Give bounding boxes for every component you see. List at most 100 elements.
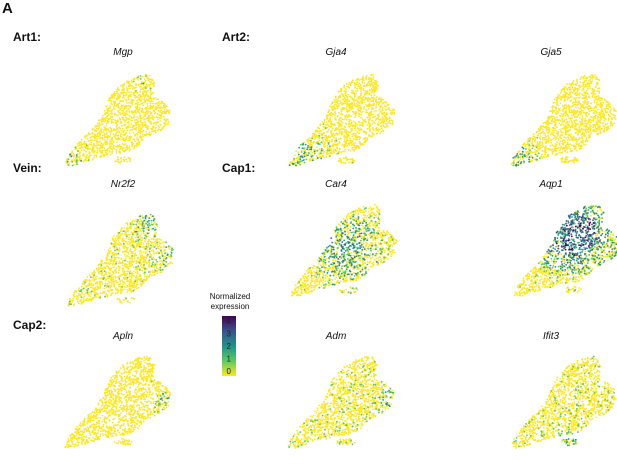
cell-point bbox=[124, 156, 126, 158]
cell-point bbox=[368, 77, 370, 79]
cell-point bbox=[130, 290, 132, 292]
cell-point bbox=[113, 130, 115, 132]
cell-point-expressing bbox=[320, 158, 322, 160]
cell-point bbox=[596, 133, 598, 135]
cell-point bbox=[382, 116, 384, 118]
cell-point bbox=[80, 141, 82, 143]
cell-point bbox=[365, 91, 367, 93]
cell-point bbox=[339, 151, 341, 153]
cell-point-expressing bbox=[76, 160, 78, 162]
cell-point bbox=[566, 159, 568, 161]
cell-point bbox=[111, 122, 113, 124]
cell-point bbox=[360, 102, 362, 104]
cell-point bbox=[117, 156, 119, 158]
cell-point bbox=[158, 241, 160, 243]
cell-point bbox=[129, 302, 131, 304]
cell-point bbox=[582, 88, 584, 90]
cell-point-expressing bbox=[86, 144, 88, 146]
cell-point bbox=[116, 122, 118, 124]
cell-point bbox=[370, 74, 372, 76]
cell-point bbox=[140, 120, 142, 122]
gene-label-adm: Adm bbox=[296, 331, 376, 342]
cell-point bbox=[548, 126, 550, 128]
cell-point bbox=[116, 89, 118, 91]
cell-point bbox=[343, 102, 345, 104]
cell-point bbox=[323, 151, 325, 153]
cell-point bbox=[169, 110, 171, 112]
cell-point bbox=[553, 121, 555, 123]
cell-point bbox=[92, 158, 94, 160]
cell-point bbox=[121, 104, 123, 106]
cell-point bbox=[596, 82, 598, 84]
cell-point bbox=[366, 117, 368, 119]
cell-point-expressing bbox=[300, 160, 302, 162]
cell-point bbox=[562, 110, 564, 112]
cell-point bbox=[333, 148, 335, 150]
cell-point bbox=[341, 144, 343, 146]
cell-point bbox=[114, 97, 116, 99]
cell-point bbox=[553, 137, 555, 139]
cell-point bbox=[563, 126, 565, 128]
cell-point bbox=[328, 114, 330, 116]
cell-point bbox=[88, 144, 90, 146]
cell-point bbox=[110, 145, 112, 147]
cell-point bbox=[578, 143, 580, 145]
cell-point bbox=[79, 158, 81, 160]
cell-point bbox=[570, 120, 572, 122]
cell-point bbox=[130, 94, 132, 96]
cell-point bbox=[101, 274, 103, 276]
cell-point bbox=[132, 125, 134, 127]
cell-point bbox=[140, 127, 142, 129]
cell-point bbox=[119, 261, 121, 263]
cell-point bbox=[353, 82, 355, 84]
cell-point bbox=[96, 152, 98, 154]
cell-point bbox=[585, 126, 587, 128]
cell-point bbox=[609, 111, 611, 113]
cell-point bbox=[562, 135, 564, 137]
cell-point bbox=[326, 121, 328, 123]
cell-point bbox=[568, 144, 570, 146]
cell-point bbox=[151, 241, 153, 243]
cell-point bbox=[588, 97, 590, 99]
cell-point-expressing bbox=[512, 165, 514, 167]
cell-point bbox=[90, 139, 92, 141]
cell-point bbox=[148, 108, 150, 110]
cell-point bbox=[573, 109, 575, 111]
cell-point bbox=[96, 127, 98, 129]
cell-point bbox=[114, 91, 116, 93]
cell-point bbox=[129, 244, 131, 246]
cell-point bbox=[105, 279, 107, 281]
cell-point bbox=[110, 133, 112, 135]
cell-point bbox=[544, 154, 546, 156]
cell-point bbox=[598, 129, 600, 131]
cell-point bbox=[578, 137, 580, 139]
cell-point bbox=[342, 122, 344, 124]
cell-point bbox=[537, 135, 539, 137]
cell-point bbox=[575, 106, 577, 108]
cell-point bbox=[115, 146, 117, 148]
cell-point bbox=[354, 128, 356, 130]
cell-point bbox=[595, 77, 597, 79]
cell-point bbox=[378, 122, 380, 124]
cell-point bbox=[596, 96, 598, 98]
gene-label-ifit3: Ifit3 bbox=[511, 331, 591, 342]
cell-point bbox=[136, 146, 138, 148]
cell-point bbox=[527, 138, 529, 140]
cell-point bbox=[122, 100, 124, 102]
cell-point bbox=[520, 155, 522, 157]
cell-point bbox=[323, 155, 325, 157]
cell-point bbox=[574, 148, 576, 150]
cell-point bbox=[587, 101, 589, 103]
cell-point bbox=[127, 135, 129, 137]
cell-point bbox=[574, 97, 576, 99]
cell-point bbox=[117, 96, 119, 98]
cell-point bbox=[120, 235, 122, 237]
cell-point bbox=[134, 140, 136, 142]
cell-point bbox=[122, 113, 124, 115]
cell-point bbox=[155, 112, 157, 114]
cell-point bbox=[331, 113, 333, 115]
cell-point bbox=[555, 107, 557, 109]
cell-point bbox=[111, 131, 113, 133]
cell-point-expressing bbox=[536, 146, 538, 148]
cell-point bbox=[363, 106, 365, 108]
